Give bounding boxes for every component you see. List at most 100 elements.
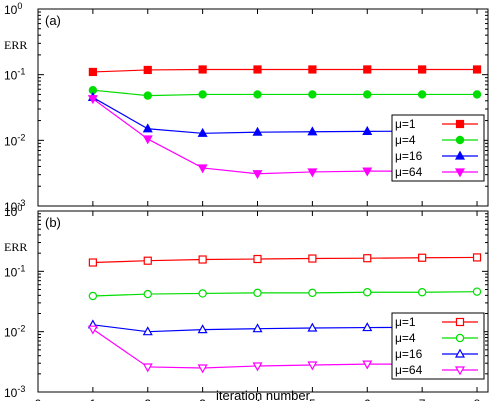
data-point [252,323,263,333]
panel-label: (b) [45,215,61,230]
data-point [362,360,373,370]
legend-label: μ=64 [395,363,423,377]
y-axis-label: ERR [4,38,27,52]
x-tick-label: 7 [419,397,426,401]
panel-a: 10-3 10-2 10-1 100 ERR (a) μ=1 μ=4 μ=16 μ=64 [4,1,489,214]
data-point [197,127,208,137]
data-point [253,65,262,74]
data-point [363,254,372,263]
x-tick-label: 1 [90,397,97,401]
data-point [142,123,153,133]
data-point [88,291,98,301]
legend-label: μ=4 [395,331,416,345]
data-point [308,65,317,74]
x-tick-label: 3 [199,397,206,401]
legend-marker [454,168,466,178]
data-point [253,288,262,298]
data-point [418,253,427,262]
data-point [198,289,207,298]
series [88,287,482,301]
x-tick-label: 0 [35,397,42,401]
x-tick-label: 2 [144,397,151,401]
plot-frame [37,210,489,393]
legend-marker [454,150,466,160]
series-line [92,68,478,73]
data-point [253,254,262,264]
plot-frame [37,8,489,207]
series-line [92,256,478,264]
x-tick-label: 6 [364,397,371,401]
data-point [308,254,317,263]
x-tick-label: 4 [254,397,261,401]
legend-label: μ=4 [395,133,416,147]
series-line [92,291,478,297]
legend-marker [455,135,465,145]
data-point [87,95,98,105]
data-point [88,258,97,267]
data-point [198,255,207,264]
data-point [142,363,153,373]
data-point [198,90,207,99]
legend-marker [454,348,466,358]
legend-box [391,312,485,380]
legend-box [391,114,485,182]
data-point [307,126,318,136]
data-point [143,91,152,100]
series-line [92,89,478,97]
data-point [362,125,373,135]
legend-label: μ=1 [395,117,416,131]
data-point [307,168,318,178]
data-point [472,65,482,74]
data-point [418,65,427,74]
data-point [252,126,263,136]
data-point [308,288,317,298]
data-point [143,65,152,75]
x-tick-label: 8 [474,397,481,401]
series [88,253,482,267]
data-point [363,65,372,74]
data-point [142,135,153,145]
y-tick-label: 10-2 [4,324,25,340]
x-axis-label: iteration number [216,388,311,401]
data-point [417,90,427,99]
panel-label: (a) [45,13,61,28]
series [88,86,482,100]
legend-marker [455,333,465,343]
y-tick-label: 10-2 [4,132,25,148]
data-point [307,322,318,332]
data-point [307,361,318,371]
data-point [143,289,152,299]
legend-marker [455,119,465,129]
legend-label: μ=64 [395,165,423,179]
y-tick-label: 10-1 [4,67,25,83]
x-tick-label: 5 [309,397,316,401]
y-tick-label: 10-3 [4,384,25,400]
y-tick-label: 10-1 [4,263,25,279]
data-point [472,90,482,99]
legend: μ=1 μ=4 μ=16 μ=64 [391,312,485,380]
y-axis-label: ERR [4,240,27,254]
data-point [198,65,207,74]
data-point [197,164,208,174]
data-point [363,288,372,297]
data-point [362,167,373,177]
data-point [142,326,153,336]
legend: μ=1 μ=4 μ=16 μ=64 [391,114,485,182]
panel-b: 10-3 10-2 10-1 100 0 1 2 3 4 5 6 7 8 ERR iteration num… [4,203,489,401]
data-point [197,364,208,374]
legend-label: μ=1 [395,315,416,329]
legend-marker [454,366,466,376]
series [88,65,482,77]
y-tick-label: 100 [4,203,22,219]
y-tick-label: 10-3 [4,198,25,214]
data-point [88,67,97,77]
y-tick-label: 100 [4,1,22,17]
data-point [197,324,208,334]
data-point [472,253,482,262]
data-point [252,362,263,372]
legend-marker [455,317,465,327]
data-point [253,90,262,99]
data-point [308,90,317,99]
data-point [252,170,263,180]
